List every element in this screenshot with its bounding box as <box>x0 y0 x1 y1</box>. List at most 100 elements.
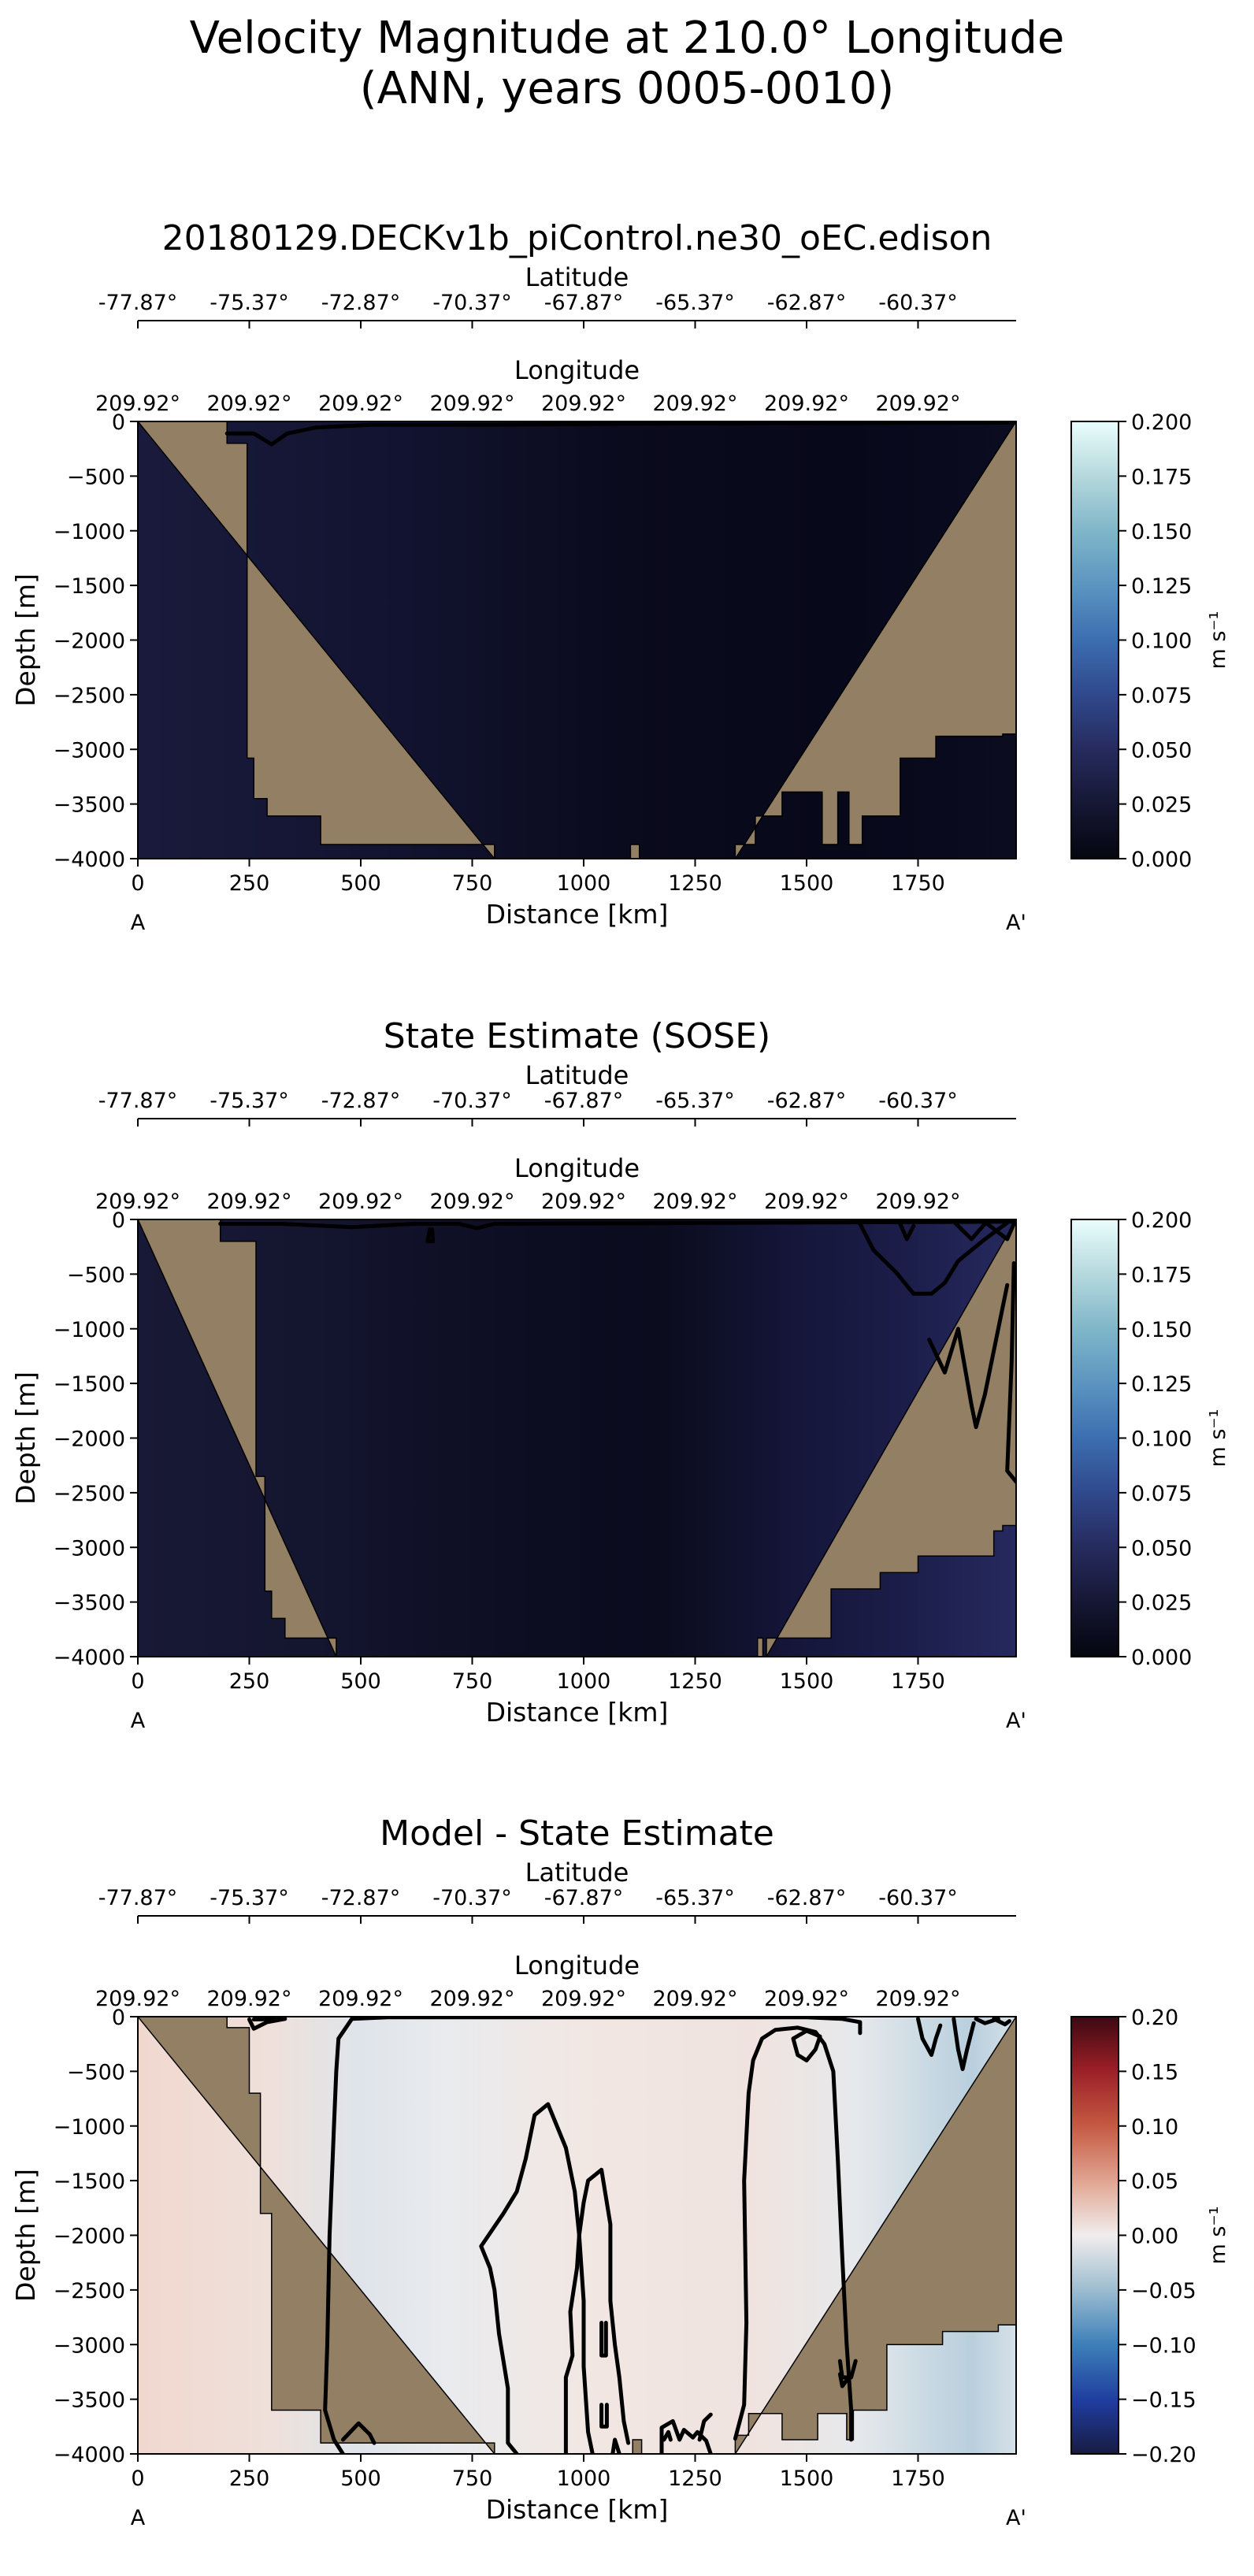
colorbar-tick-label: 0.05 <box>1131 2170 1178 2194</box>
land-mask-right <box>766 1219 1016 1657</box>
section-start-label: A <box>131 1709 146 1733</box>
land-mask-left <box>138 421 495 859</box>
figure-title-line2: (ANN, years 0005-0010) <box>359 63 895 114</box>
longitude-tick-label: 209.92° <box>207 1987 292 2011</box>
y-axis-label: Depth [m] <box>10 2169 41 2302</box>
colorbar <box>1070 421 1119 859</box>
figure-title-line1: Velocity Magnitude at 210.0° Longitude <box>189 13 1065 64</box>
contour-line <box>697 2412 713 2442</box>
latitude-tick-label: -60.37° <box>878 1886 958 1910</box>
x-tick-label: 1250 <box>668 871 722 896</box>
x-tick-label: 1000 <box>557 871 611 896</box>
x-tick-label: 1500 <box>780 1669 834 1694</box>
colorbar-tick-label: 0.000 <box>1131 848 1192 872</box>
colorbar-tick-label: 0.175 <box>1131 1263 1192 1287</box>
latitude-tick-label: -70.37° <box>432 291 512 315</box>
latitude-tick-label: -60.37° <box>878 1089 958 1113</box>
y-tick-label: −3500 <box>54 2389 125 2413</box>
longitude-tick-label: 209.92° <box>764 1190 849 1214</box>
land-mask-bump <box>629 844 640 859</box>
contour-line <box>952 2017 976 2072</box>
colorbar-tick-label: 0.000 <box>1131 1646 1192 1670</box>
contour-line <box>218 1219 1016 1230</box>
colorbar-tick-label: 0.025 <box>1131 793 1192 818</box>
land-mask-right <box>734 2017 1016 2454</box>
latitude-tick-label: -72.87° <box>321 291 401 315</box>
latitude-tick-label: -65.37° <box>655 291 735 315</box>
latitude-tick-label: -62.87° <box>767 1886 847 1910</box>
colorbar-tick-label: 0.075 <box>1131 1482 1192 1506</box>
y-tick-label: −1500 <box>54 2170 125 2194</box>
colorbar-tick-label: 0.200 <box>1131 410 1192 435</box>
longitude-tick-label: 209.92° <box>764 1987 849 2011</box>
contour-line <box>662 2429 673 2442</box>
contour-line <box>599 2403 609 2429</box>
longitude-tick-label: 209.92° <box>430 1987 515 2011</box>
panel-title: 20180129.DECKv1b_piControl.ne30_oEC.edis… <box>162 218 992 258</box>
latitude-axis-label: Latitude <box>525 1858 629 1887</box>
y-tick-label: −3000 <box>54 1536 125 1561</box>
y-tick-label: −1500 <box>54 574 125 599</box>
colorbar-tick-label: −0.05 <box>1131 2279 1196 2303</box>
x-tick-label: 1250 <box>668 1669 722 1694</box>
latitude-tick-label: -77.87° <box>98 291 178 315</box>
x-axis-label: Distance [km] <box>486 1697 669 1728</box>
y-tick-label: −3000 <box>54 738 125 763</box>
longitude-tick-label: 209.92° <box>652 1190 737 1214</box>
contour-line <box>837 2372 854 2389</box>
colorbar-tick-label: 0.150 <box>1131 1318 1192 1342</box>
x-tick-label: 1750 <box>891 871 945 896</box>
section-end-label: A' <box>1006 2506 1026 2530</box>
y-tick-label: −500 <box>67 1263 125 1287</box>
colorbar-label: m s⁻¹ <box>1206 1409 1230 1467</box>
longitude-tick-label: 209.92° <box>318 392 403 416</box>
longitude-tick-label: 209.92° <box>541 392 626 416</box>
colorbar-tick-label: 0.025 <box>1131 1591 1192 1616</box>
colorbar-tick-label: 0.125 <box>1131 574 1192 599</box>
colorbar-tick-label: 0.050 <box>1131 1536 1192 1561</box>
longitude-tick-label: 209.92° <box>95 1190 180 1214</box>
section-start-label: A <box>131 911 146 935</box>
latitude-tick-label: -67.87° <box>544 291 624 315</box>
latitude-tick-label: -67.87° <box>544 1089 624 1113</box>
land-mask-left <box>138 1219 337 1657</box>
y-axis-label: Depth [m] <box>10 573 41 707</box>
y-tick-label: −2000 <box>54 1427 125 1452</box>
longitude-axis-label: Longitude <box>514 355 640 385</box>
land-mask-right <box>734 421 1016 859</box>
contour-line <box>425 1227 436 1244</box>
longitude-tick-label: 209.92° <box>207 392 292 416</box>
longitude-tick-label: 209.92° <box>318 1987 403 2011</box>
y-tick-label: −2500 <box>54 1482 125 1506</box>
latitude-tick-label: -75.37° <box>210 291 289 315</box>
y-tick-label: −2500 <box>54 684 125 708</box>
colorbar-tick-label: 0.075 <box>1131 684 1192 708</box>
panel-title: State Estimate (SOSE) <box>384 1016 770 1056</box>
y-axis-label: Depth [m] <box>10 1372 41 1505</box>
longitude-tick-label: 209.92° <box>875 392 960 416</box>
colorbar-tick-label: 0.175 <box>1131 465 1192 489</box>
contour-line <box>898 1222 916 1242</box>
y-tick-label: −1000 <box>54 2115 125 2140</box>
contour-line <box>1005 1261 1016 1484</box>
y-tick-label: 0 <box>112 1208 125 1233</box>
x-tick-label: 1250 <box>668 2467 722 2491</box>
longitude-tick-label: 209.92° <box>541 1987 626 2011</box>
longitude-tick-label: 209.92° <box>207 1190 292 1214</box>
colorbar-tick-label: 0.200 <box>1131 1208 1192 1233</box>
longitude-tick-label: 209.92° <box>764 392 849 416</box>
colorbar-label: m s⁻¹ <box>1206 611 1230 669</box>
colorbar-tick-label: 0.15 <box>1131 2060 1178 2084</box>
y-tick-label: −2500 <box>54 2279 125 2303</box>
y-tick-label: −2000 <box>54 629 125 654</box>
longitude-tick-label: 209.92° <box>875 1987 960 2011</box>
x-tick-label: 1000 <box>557 1669 611 1694</box>
contour-line <box>954 1222 987 1242</box>
x-tick-label: 1000 <box>557 2467 611 2491</box>
panel-2: State Estimate (SOSE) Latitude -77.87° -75.… <box>10 1016 1230 1733</box>
x-tick-label: 1500 <box>780 871 834 896</box>
contour-line <box>479 2102 595 2454</box>
x-tick-label: 750 <box>452 2467 493 2491</box>
